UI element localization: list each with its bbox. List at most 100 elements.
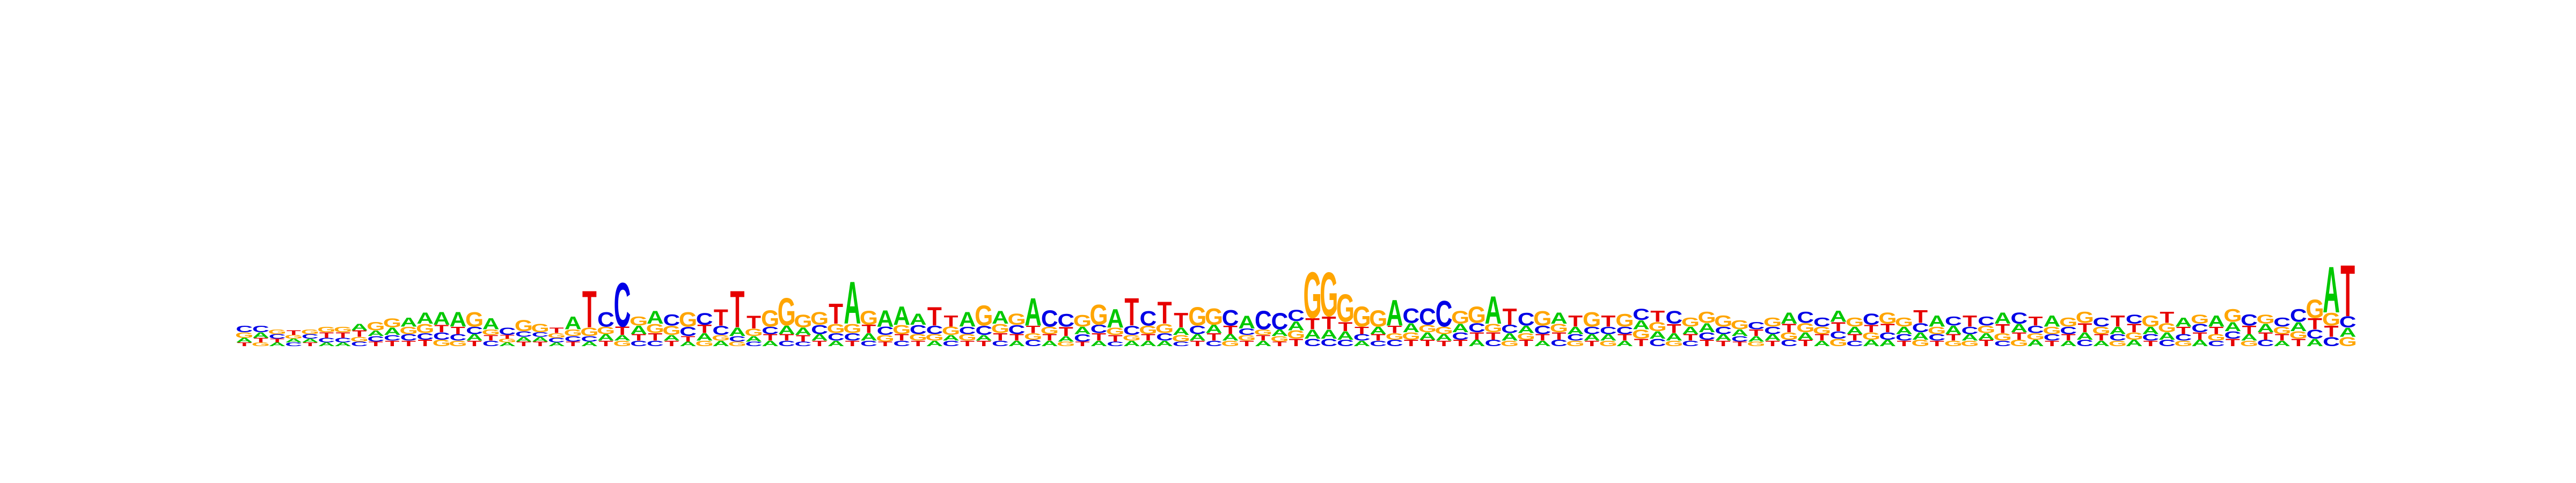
logo-letter-c: C: [1452, 331, 1469, 342]
logo-letter-g: G: [1007, 310, 1026, 328]
logo-letter-c: C: [1074, 332, 1091, 344]
logo-letter-t: T: [1174, 308, 1188, 332]
logo-letter-g: G: [515, 317, 533, 334]
logo-letter-c: C: [2044, 333, 2061, 343]
logo-letter-t: T: [237, 341, 252, 347]
logo-letter-g: G: [1517, 332, 1535, 342]
logo-letter-c: C: [1386, 338, 1403, 348]
logo-letter-g: G: [712, 333, 730, 342]
logo-letter-a: A: [334, 341, 352, 347]
logo-letter-c: C: [630, 339, 647, 348]
logo-letter-t: T: [2226, 337, 2240, 349]
logo-letter-c: C: [1287, 306, 1305, 324]
logo-letter-g: G: [1731, 318, 1749, 332]
logo-letter-g: G: [268, 328, 286, 335]
logo-letter-c: C: [466, 325, 483, 336]
logo-letter-t: T: [1240, 339, 1254, 348]
logo-letter-c: C: [1468, 320, 1485, 335]
logo-letter-t: T: [401, 339, 416, 348]
logo-letter-c: C: [860, 339, 877, 348]
logo-letter-a: A: [647, 308, 664, 328]
logo-letter-c: C: [1830, 330, 1847, 341]
logo-letter-c: C: [2010, 309, 2028, 327]
logo-letter-t: T: [927, 302, 942, 331]
logo-letter-c: C: [1057, 310, 1074, 331]
logo-letter-a: A: [1715, 333, 1732, 343]
logo-letter-t: T: [779, 333, 794, 343]
logo-letter-a: A: [1501, 331, 1518, 343]
logo-letter-t: T: [467, 339, 482, 348]
logo-letter-g: G: [1352, 301, 1371, 333]
logo-letter-g: G: [2273, 325, 2291, 336]
logo-letter-c: C: [548, 336, 565, 344]
logo-letter-c: C: [1419, 304, 1436, 330]
logo-letter-a: A: [1764, 333, 1781, 343]
logo-letter-t: T: [253, 336, 268, 344]
logo-letter-g: G: [2256, 312, 2274, 326]
logo-letter-t: T: [1930, 339, 1944, 348]
logo-letter-t: T: [336, 331, 350, 340]
logo-letter-t: T: [2209, 325, 2223, 336]
logo-letter-g: G: [1270, 334, 1289, 343]
logo-letter-t: T: [1223, 324, 1238, 337]
logo-letter-c: C: [1107, 340, 1124, 348]
logo-letter-c: C: [1962, 325, 1979, 336]
logo-letter-a: A: [1731, 328, 1748, 338]
logo-letter-g: G: [367, 320, 385, 333]
logo-letter-t: T: [615, 324, 630, 338]
logo-letter-t: T: [895, 333, 910, 343]
logo-letter-c: C: [778, 339, 795, 348]
logo-letter-g: G: [975, 300, 993, 332]
logo-letter-a: A: [1189, 333, 1206, 343]
logo-letter-c: C: [811, 322, 828, 336]
logo-letter-a: A: [1978, 332, 1995, 342]
logo-letter-c: C: [1616, 325, 1633, 336]
logo-letter-a: A: [2175, 314, 2192, 329]
logo-letter-g: G: [1911, 338, 1929, 348]
logo-letter-g: G: [1697, 309, 1716, 326]
logo-letter-a: A: [1024, 290, 1042, 334]
logo-letter-a: A: [1550, 309, 1568, 327]
logo-letter-g: G: [301, 328, 319, 335]
logo-letter-a: A: [1747, 334, 1765, 343]
logo-letter-c: C: [1731, 334, 1748, 343]
logo-letter-t: T: [1272, 340, 1287, 348]
logo-letter-a: A: [2027, 338, 2044, 348]
logo-letter-c: C: [2092, 314, 2110, 329]
logo-letter-t: T: [813, 339, 827, 348]
logo-letter-g: G: [794, 311, 812, 332]
logo-letter-g: G: [646, 321, 664, 336]
logo-letter-g: G: [416, 321, 434, 336]
logo-letter-g: G: [860, 306, 878, 329]
logo-letter-a: A: [597, 333, 614, 343]
logo-letter-g: G: [1188, 302, 1206, 331]
logo-letter-g: G: [1435, 325, 1453, 336]
logo-letter-g: G: [1155, 321, 1174, 336]
logo-letter-t: T: [1009, 333, 1024, 343]
logo-letter-c: C: [416, 332, 434, 342]
logo-letter-c: C: [2290, 305, 2307, 326]
logo-letter-a: A: [2092, 339, 2110, 348]
logo-letter-a: A: [2273, 339, 2290, 348]
logo-letter-c: C: [2175, 333, 2192, 343]
logo-letter-c: C: [975, 323, 992, 338]
logo-letter-c: C: [2339, 313, 2357, 331]
logo-letter-t: T: [1042, 333, 1057, 343]
logo-letter-t: T: [516, 340, 531, 348]
logo-letter-c: C: [1436, 294, 1453, 335]
logo-letter-t: T: [1535, 333, 1550, 343]
logo-letter-a: A: [449, 308, 466, 331]
logo-letter-c: C: [1879, 331, 1896, 342]
logo-letter-a: A: [1699, 320, 1716, 335]
logo-letter-g: G: [778, 290, 796, 334]
logo-letter-c: C: [2076, 338, 2094, 348]
logo-letter-c: C: [367, 334, 384, 343]
logo-letter-g: G: [465, 308, 484, 331]
logo-letter-c: C: [712, 323, 729, 338]
logo-letter-t: T: [385, 339, 399, 348]
logo-letter-a: A: [1468, 338, 1485, 348]
logo-letter-t: T: [1782, 321, 1796, 335]
logo-letter-a: A: [1222, 333, 1239, 343]
logo-letter-c: C: [1567, 333, 1584, 343]
